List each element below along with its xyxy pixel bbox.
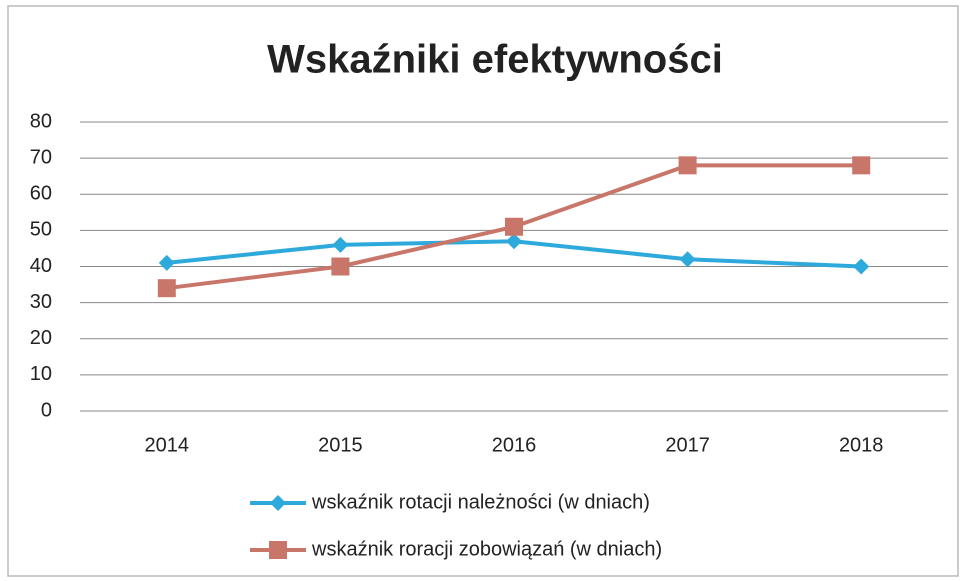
legend-label: wskaźnik roracji zobowiązań (w dniach) [311,538,662,560]
y-tick-label: 0 [41,399,52,421]
legend-marker [270,495,286,511]
y-tick-label: 60 [30,183,52,205]
y-tick-label: 10 [30,363,52,385]
marker [331,257,350,276]
marker [332,236,349,253]
x-tick-label: 2015 [318,434,363,456]
y-tick-label: 80 [30,110,52,132]
marker [158,254,175,271]
marker [853,258,870,275]
x-tick-label: 2017 [665,434,710,456]
marker [157,279,176,298]
y-tick-label: 70 [30,146,52,168]
legend-label: wskaźnik rotacji należności (w dniach) [311,491,650,513]
y-tick-label: 30 [30,291,52,313]
marker [505,217,523,236]
marker [852,156,871,175]
marker [678,156,697,175]
y-tick-label: 40 [30,255,52,277]
chart-title: Wskaźniki efektywności [267,38,723,82]
x-tick-label: 2016 [492,434,537,456]
x-tick-label: 2018 [839,434,884,456]
marker [679,251,696,268]
marker [506,233,522,250]
y-tick-label: 20 [30,327,52,349]
y-tick-label: 50 [30,219,52,241]
x-tick-label: 2014 [145,434,190,456]
legend-marker [269,541,287,559]
